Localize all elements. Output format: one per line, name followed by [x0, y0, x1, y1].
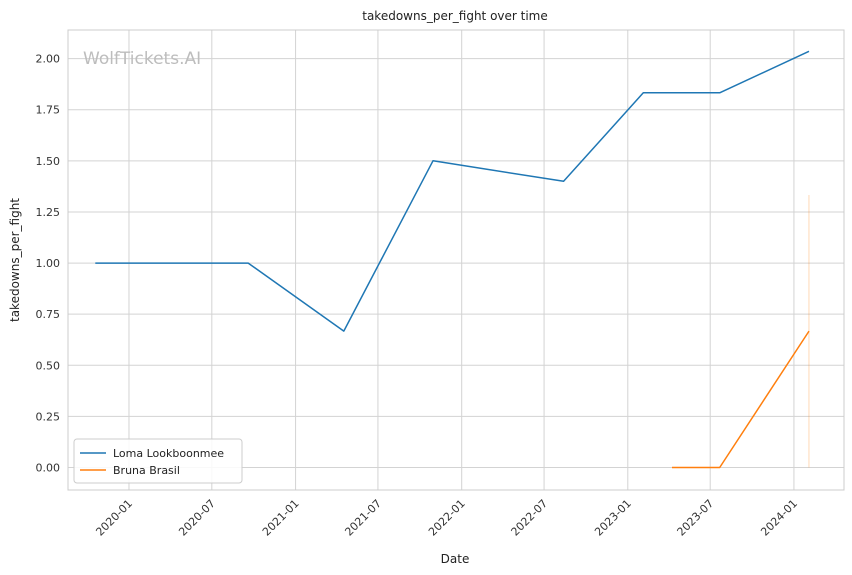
- legend-entry: Bruna Brasil: [113, 464, 180, 477]
- x-tick-label: 2020-01: [93, 497, 135, 539]
- x-gridlines: [128, 30, 795, 490]
- x-tick-label: 2022-07: [508, 497, 550, 539]
- legend-entry: Loma Lookboonmee: [113, 447, 224, 460]
- plot-frame: [67, 29, 845, 491]
- y-tick-label: 1.25: [36, 206, 61, 219]
- y-tick-label: 0.00: [36, 462, 61, 475]
- y-tick-label: 2.00: [36, 53, 61, 66]
- plot-background: [68, 30, 844, 490]
- x-tick-label: 2023-07: [675, 497, 717, 539]
- x-tick-label: 2020-07: [176, 497, 218, 539]
- legend-frame: [73, 438, 243, 484]
- y-tick-label: 0.50: [36, 359, 61, 372]
- watermark: WolfTickets.AI: [83, 49, 201, 69]
- x-tick-labels: 2020-01 2020-07 2021-01 2021-07 2022-01 2022-…: [93, 497, 800, 539]
- x-tick-label: 2023-01: [592, 497, 634, 539]
- y-tick-label: 0.25: [36, 410, 61, 423]
- y-tick-label: 1.00: [36, 257, 61, 270]
- x-tick-label: 2024-01: [758, 497, 800, 539]
- x-axis-label: Date: [441, 552, 470, 566]
- series-line: [95, 50, 810, 332]
- y-axis-label: takedowns_per_fight: [8, 198, 22, 322]
- y-tick-label: 1.50: [36, 155, 61, 168]
- y-tick-label: 0.75: [36, 308, 61, 321]
- series-lines: [95, 50, 810, 469]
- x-tick-label: 2021-07: [342, 497, 384, 539]
- y-tick-labels: 0.00 0.25 0.50 0.75 1.00 1.25 1.50 1.75 2.00: [36, 53, 61, 475]
- x-tick-label: 2022-01: [426, 497, 468, 539]
- chart-title: takedowns_per_fight over time: [362, 9, 548, 23]
- y-tick-label: 1.75: [36, 104, 61, 117]
- x-tick-label: 2021-01: [260, 497, 302, 539]
- legend: Loma Lookboonmee Bruna Brasil: [73, 438, 243, 484]
- series-line: [672, 330, 810, 469]
